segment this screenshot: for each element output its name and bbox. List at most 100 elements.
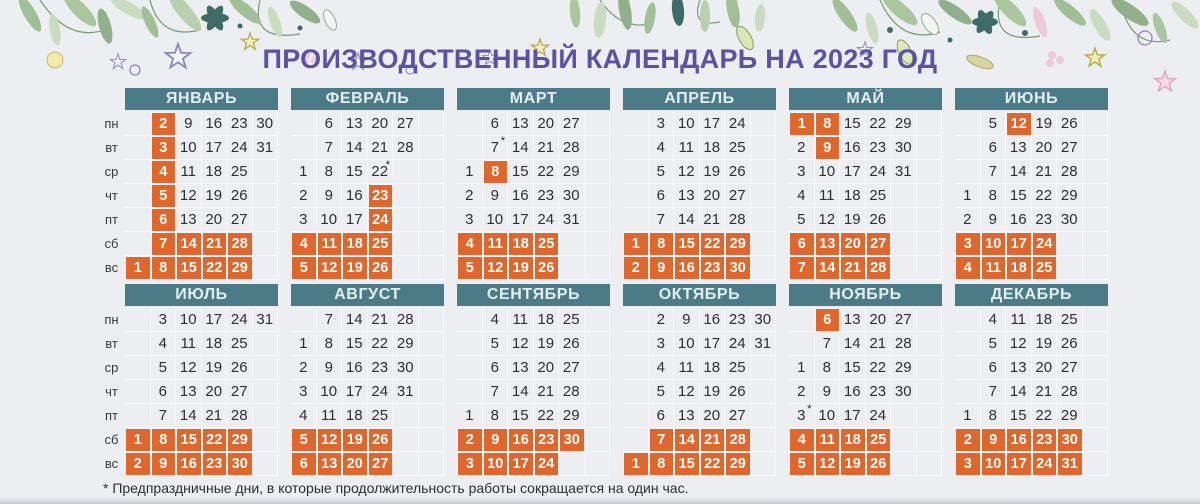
holiday-day-cell: 2 bbox=[955, 428, 981, 452]
empty-cell bbox=[891, 256, 917, 280]
month-title: АВГУСТ bbox=[291, 284, 444, 306]
month-grid: 1 8 15 22 29 2 9 16 23 30 3 10 17 24 31 4 11 18 25 5 12 19 26 6… bbox=[789, 112, 942, 280]
day-cell: 14 bbox=[508, 136, 534, 160]
day-cell: 20 bbox=[533, 356, 559, 380]
month-title: НОЯБРЬ bbox=[789, 284, 942, 306]
day-cell: 18 bbox=[699, 356, 725, 380]
empty-cell bbox=[891, 404, 917, 428]
empty-cell bbox=[916, 404, 942, 428]
day-cell: 3 bbox=[648, 112, 674, 136]
empty-cell bbox=[916, 232, 942, 256]
holiday-day-cell: 14 bbox=[814, 256, 840, 280]
holiday-day-cell: 10 bbox=[482, 452, 508, 476]
day-cell: 3 * bbox=[789, 403, 815, 428]
empty-cell bbox=[418, 256, 444, 280]
weekday-label: вс bbox=[104, 260, 119, 275]
day-cell: 11 bbox=[674, 356, 700, 380]
weekday-label: вт bbox=[105, 336, 118, 351]
day-cell: 6 bbox=[980, 356, 1006, 380]
holiday-day-cell: 8 bbox=[482, 160, 508, 184]
month-may: МАЙ 1 8 15 22 29 2 9 16 23 30 3 10 17 24 31 4 11 18 25 5 12 1… bbox=[789, 88, 942, 280]
day-cell: 28 bbox=[891, 332, 917, 356]
holiday-day-cell: 5 bbox=[291, 428, 317, 452]
day-cell: 14 bbox=[840, 332, 866, 356]
day-cell: 5 bbox=[980, 112, 1006, 136]
empty-cell bbox=[584, 356, 610, 380]
holiday-day-cell: 28 bbox=[865, 256, 891, 280]
day-cell: 29 bbox=[559, 160, 585, 184]
day-cell: 13 bbox=[508, 112, 534, 136]
empty-cell bbox=[252, 452, 278, 476]
day-cell: 29 bbox=[1057, 184, 1083, 208]
day-cell: 20 bbox=[201, 208, 227, 232]
holiday-day-cell: 9 bbox=[980, 428, 1006, 452]
empty-cell bbox=[623, 184, 649, 208]
day-cell: 21 bbox=[367, 308, 393, 332]
day-cell: 23 bbox=[1031, 208, 1057, 232]
holiday-day-cell: 13 bbox=[814, 232, 840, 256]
day-cell: 14 bbox=[176, 404, 202, 428]
month-july: ИЮЛЬ 3 10 17 24 31 4 11 18 25 5 12 19 26 6 13 20 27 7 14 21… bbox=[125, 284, 278, 476]
day-cell: 21 bbox=[1031, 160, 1057, 184]
empty-cell bbox=[1082, 256, 1108, 280]
day-cell: 24 bbox=[367, 380, 393, 404]
empty-cell bbox=[584, 136, 610, 160]
day-cell: 19 bbox=[533, 332, 559, 356]
empty-cell bbox=[955, 308, 981, 332]
empty-cell bbox=[291, 136, 317, 160]
day-cell: 26 bbox=[1057, 332, 1083, 356]
empty-cell bbox=[559, 452, 585, 476]
day-cell: 7 bbox=[316, 308, 342, 332]
empty-cell bbox=[916, 452, 942, 476]
day-cell: 13 bbox=[508, 356, 534, 380]
holiday-day-cell: 27 bbox=[367, 452, 393, 476]
holiday-day-cell: 22 bbox=[699, 232, 725, 256]
day-cell: 21 bbox=[367, 136, 393, 160]
empty-cell bbox=[393, 452, 419, 476]
day-cell: 7 bbox=[316, 136, 342, 160]
holiday-day-cell: 10 bbox=[980, 232, 1006, 256]
day-cell: 10 bbox=[674, 332, 700, 356]
empty-cell bbox=[252, 380, 278, 404]
day-cell: 9 bbox=[814, 380, 840, 404]
day-cell: 6 bbox=[482, 356, 508, 380]
day-cell: 13 bbox=[342, 112, 368, 136]
day-cell: 29 bbox=[1057, 404, 1083, 428]
day-cell: 22 * bbox=[367, 159, 393, 184]
day-cell: 17 bbox=[840, 404, 866, 428]
month-april: АПРЕЛЬ 3 10 17 24 4 11 18 25 5 12 19 26 6 13 20 27 7 14 21… bbox=[623, 88, 776, 280]
day-cell: 30 bbox=[559, 184, 585, 208]
empty-cell bbox=[584, 428, 610, 452]
day-cell: 28 bbox=[1057, 160, 1083, 184]
empty-cell bbox=[418, 428, 444, 452]
day-cell: 19 bbox=[1031, 332, 1057, 356]
day-cell: 9 bbox=[674, 308, 700, 332]
day-cell: 13 bbox=[840, 308, 866, 332]
day-cell: 10 bbox=[316, 380, 342, 404]
holiday-day-cell: 29 bbox=[227, 256, 253, 280]
day-cell: 26 bbox=[725, 160, 751, 184]
day-cell: 17 bbox=[699, 332, 725, 356]
empty-cell bbox=[955, 356, 981, 380]
day-cell: 3 bbox=[789, 160, 815, 184]
flower-icon bbox=[201, 0, 998, 34]
empty-cell bbox=[1082, 136, 1108, 160]
month-grid: 2 9 16 23 30 3 10 17 24 31 4 11 18 25 5 12 19 26 6 13 20 27 7 1… bbox=[125, 112, 278, 280]
month-title: ЯНВАРЬ bbox=[125, 88, 278, 110]
day-cell: 28 bbox=[559, 136, 585, 160]
empty-cell bbox=[955, 136, 981, 160]
holiday-day-cell: 15 bbox=[674, 452, 700, 476]
weekday-label: ср bbox=[104, 164, 119, 179]
holiday-day-cell: 31 bbox=[1057, 452, 1083, 476]
holiday-day-cell: 29 bbox=[725, 452, 751, 476]
day-cell: 23 bbox=[725, 308, 751, 332]
day-cell: 21 bbox=[865, 332, 891, 356]
day-cell: 16 bbox=[699, 308, 725, 332]
day-cell: 20 bbox=[367, 112, 393, 136]
day-cell: 3 bbox=[291, 380, 317, 404]
day-cell: 24 bbox=[725, 112, 751, 136]
holiday-day-cell: 7 bbox=[648, 428, 674, 452]
day-cell: 6 bbox=[648, 184, 674, 208]
month-december: ДЕКАБРЬ 4 11 18 25 5 12 19 26 6 13 20 27 7 14 21 28 1 8 15… bbox=[955, 284, 1108, 476]
day-cell: 10 bbox=[176, 136, 202, 160]
